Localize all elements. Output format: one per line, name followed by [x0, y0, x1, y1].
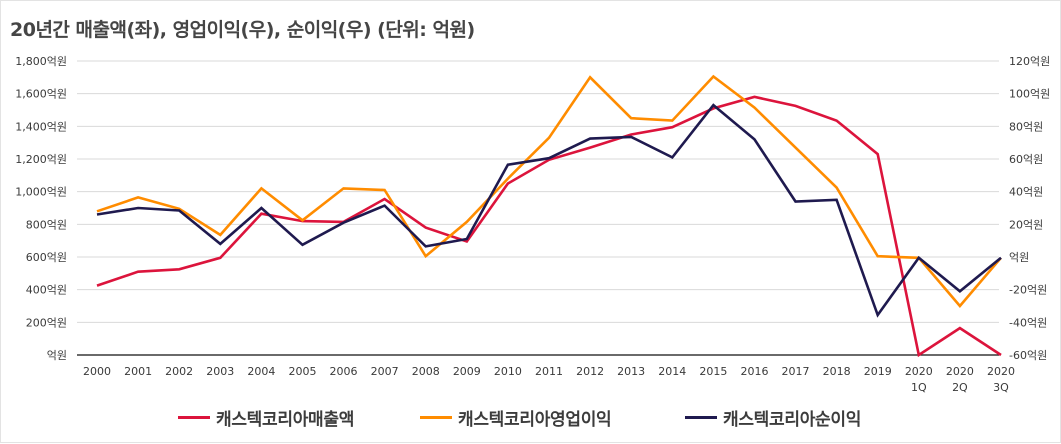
- y-right-tick-label: -60억원: [1009, 349, 1047, 362]
- x-tick-label: 2020 1Q: [905, 365, 933, 394]
- y-right-tick-label: 60억원: [1009, 153, 1043, 166]
- y-left-tick-label: 1,200억원: [15, 153, 67, 166]
- x-tick-label: 2008: [412, 365, 440, 378]
- y-left-tick-label: 400억원: [26, 284, 67, 297]
- x-tick-label: 2003: [206, 365, 234, 378]
- y-right-tick-label: 100억원: [1009, 88, 1050, 101]
- x-tick-label: 2012: [576, 365, 604, 378]
- legend-item-sales[interactable]: 캐스텍코리아매출액: [178, 405, 354, 430]
- series-line-3: [96, 103, 1002, 318]
- y-right-tick-label: 80억원: [1009, 120, 1043, 133]
- legend-swatch-operating-profit: [420, 416, 452, 419]
- y-left-tick-label: 1,400억원: [15, 120, 67, 133]
- y-left-tick-label: 1,000억원: [15, 186, 67, 199]
- legend-item-net-income[interactable]: 캐스텍코리아순이익: [685, 405, 861, 430]
- legend-swatch-sales: [178, 416, 210, 419]
- y-right-tick-label: 억원: [1009, 251, 1029, 264]
- x-tick-label: 2000: [83, 365, 111, 378]
- x-tick-label: 2007: [371, 365, 399, 378]
- x-tick-label: 2020 2Q: [946, 365, 974, 394]
- x-tick-label: 2011: [535, 365, 563, 378]
- x-tick-label: 2015: [699, 365, 727, 378]
- x-tick-label: 2006: [330, 365, 358, 378]
- x-tick-label: 2016: [740, 365, 768, 378]
- legend-label-net-income: 캐스텍코리아순이익: [723, 410, 862, 430]
- legend-label-sales: 캐스텍코리아매출액: [216, 410, 355, 430]
- x-tick-label: 2005: [288, 365, 316, 378]
- x-tick-label: 2004: [247, 365, 275, 378]
- y-right-tick-label: 40억원: [1009, 186, 1043, 199]
- x-tick-label: 2014: [658, 365, 686, 378]
- y-right-tick-label: 120억원: [1009, 55, 1050, 68]
- x-tick-label: 2017: [782, 365, 810, 378]
- x-tick-label: 2001: [124, 365, 152, 378]
- y-left-tick-label: 800억원: [26, 218, 67, 231]
- x-tick-label: 2013: [617, 365, 645, 378]
- x-tick-label: 2009: [453, 365, 481, 378]
- chart-title: 20년간 매출액(좌), 영업이익(우), 순이익(우) (단위: 억원): [10, 19, 475, 41]
- y-left-tick-label: 1,800억원: [15, 55, 67, 68]
- y-right-tick-label: -40억원: [1009, 316, 1047, 329]
- legend: 캐스텍코리아매출액 캐스텍코리아영업이익 캐스텍코리아순이익: [1, 405, 1061, 433]
- y-left-tick-label: 200억원: [26, 316, 67, 329]
- x-tick-label: 2019: [864, 365, 892, 378]
- y-left-tick-label: 억원: [47, 349, 67, 362]
- series-line-1: [96, 95, 1002, 358]
- legend-item-operating-profit[interactable]: 캐스텍코리아영업이익: [420, 405, 612, 430]
- x-tick-label: 2002: [165, 365, 193, 378]
- y-right-tick-label: 20억원: [1009, 218, 1043, 231]
- series-line-2: [96, 74, 1002, 309]
- y-left-tick-label: 1,600억원: [15, 88, 67, 101]
- x-tick-label: 2010: [494, 365, 522, 378]
- y-left-tick-label: 600억원: [26, 251, 67, 264]
- y-right-tick-label: -20억원: [1009, 284, 1047, 297]
- x-tick-label: 2020 3Q: [987, 365, 1015, 394]
- legend-swatch-net-income: [685, 416, 717, 419]
- legend-label-operating-profit: 캐스텍코리아영업이익: [458, 410, 612, 430]
- x-tick-label: 2018: [823, 365, 851, 378]
